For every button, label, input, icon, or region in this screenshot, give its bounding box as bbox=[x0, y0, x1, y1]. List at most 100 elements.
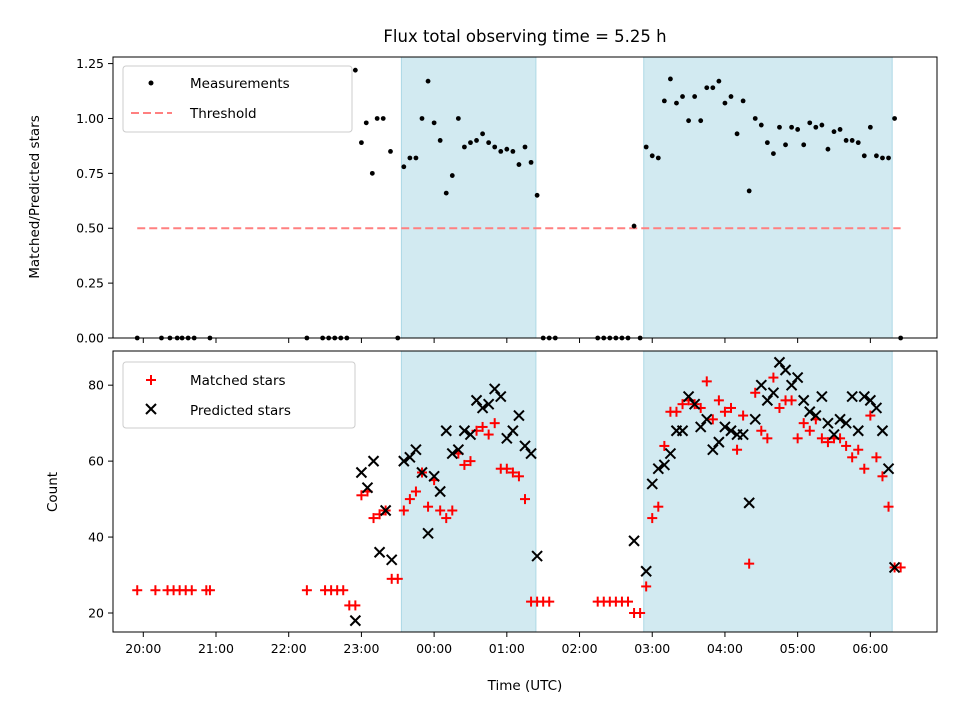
measurement-point bbox=[789, 124, 794, 130]
bot-x-tick-label: 22:00 bbox=[271, 641, 307, 656]
predicted-stars-point bbox=[410, 444, 422, 456]
legend-label-matched-stars: Matched stars bbox=[190, 373, 286, 389]
measurement-point bbox=[831, 129, 837, 135]
predicted-stars-point bbox=[440, 425, 452, 437]
predicted-stars-point bbox=[719, 421, 731, 433]
measurement-point bbox=[734, 131, 740, 137]
predicted-stars-point bbox=[834, 413, 846, 426]
legend-marker-matched-stars bbox=[146, 375, 156, 385]
predicted-stars-point bbox=[743, 497, 755, 509]
matched-stars-point bbox=[150, 585, 161, 596]
measurement-point bbox=[380, 116, 386, 121]
measurement-point bbox=[363, 120, 369, 126]
matched-stars-point bbox=[459, 459, 470, 470]
matched-stars-point bbox=[350, 600, 361, 611]
measurement-point bbox=[716, 78, 722, 84]
measurement-point bbox=[649, 153, 655, 159]
predicted-stars-point bbox=[385, 554, 398, 566]
matched-stars-point bbox=[744, 558, 755, 569]
matched-stars-point bbox=[483, 429, 494, 440]
measurement-point bbox=[431, 120, 437, 126]
measurement-point bbox=[825, 146, 831, 152]
measurement-point bbox=[795, 127, 801, 132]
matched-stars-point bbox=[738, 410, 749, 421]
matched-stars-point bbox=[726, 402, 736, 413]
predicted-stars-point bbox=[852, 425, 864, 437]
predicted-stars-point bbox=[688, 398, 701, 410]
matched-stars-point bbox=[768, 372, 779, 383]
predicted-stars-point bbox=[379, 504, 392, 517]
bot-x-tick-label: 04:00 bbox=[707, 641, 743, 656]
predicted-stars-point bbox=[519, 440, 531, 452]
predicted-stars-point bbox=[725, 425, 737, 437]
predicted-stars-point bbox=[822, 417, 834, 429]
measurement-point bbox=[413, 155, 419, 161]
legend-label-threshold: Threshold bbox=[189, 106, 257, 122]
matched-stars-point bbox=[338, 585, 349, 596]
legend-marker-predicted-stars bbox=[145, 403, 157, 415]
bot-x-tick-label: 01:00 bbox=[489, 641, 525, 656]
matched-stars-point bbox=[301, 585, 312, 596]
measurement-point bbox=[643, 144, 649, 150]
predicted-stars-point bbox=[531, 550, 543, 562]
bot-x-tick-label: 21:00 bbox=[198, 641, 234, 656]
predicted-stars-point bbox=[513, 409, 525, 422]
predicted-stars-point bbox=[373, 546, 386, 558]
matched-stars-point bbox=[435, 505, 446, 516]
matched-stars-point bbox=[798, 418, 809, 429]
measurement-point bbox=[504, 146, 510, 152]
bottom-legend-box bbox=[122, 361, 356, 429]
bot-x-tick-label: 06:00 bbox=[852, 641, 888, 656]
matched-stars-point bbox=[635, 608, 646, 619]
legend-label-predicted-stars: Predicted stars bbox=[190, 403, 291, 419]
matched-stars-point bbox=[762, 433, 773, 444]
measurement-point bbox=[746, 188, 752, 194]
measurement-point bbox=[861, 153, 867, 159]
measurement-point bbox=[374, 116, 380, 121]
bot-shaded-interval bbox=[400, 350, 537, 633]
matched-stars-point bbox=[398, 505, 409, 516]
measurement-point bbox=[710, 85, 716, 91]
measurement-point bbox=[516, 162, 522, 167]
predicted-stars-point bbox=[828, 428, 840, 441]
bottom-legend: Matched stars Predicted stars bbox=[122, 361, 356, 429]
measurement-point bbox=[886, 155, 891, 161]
predicted-stars-point bbox=[658, 459, 671, 471]
predicted-stars-point bbox=[416, 466, 428, 479]
predicted-stars-point bbox=[452, 444, 465, 456]
matched-stars-point bbox=[707, 414, 718, 425]
measurement-point bbox=[388, 148, 393, 154]
predicted-stars-point bbox=[694, 421, 707, 433]
matched-stars-point bbox=[750, 387, 761, 398]
bot-y-tick-label: 20 bbox=[88, 606, 104, 621]
measurement-point bbox=[480, 131, 485, 137]
measurement-point bbox=[419, 116, 425, 121]
matched-stars-point bbox=[859, 463, 870, 474]
measurement-point bbox=[522, 144, 528, 150]
matched-stars-point bbox=[423, 501, 434, 512]
measurement-point bbox=[892, 116, 897, 121]
top-y-tick-label: 0.00 bbox=[76, 331, 104, 346]
measurement-point bbox=[498, 148, 504, 154]
matched-stars-point bbox=[756, 425, 767, 436]
predicted-stars-point bbox=[361, 481, 374, 494]
top-panel: 0.00 0.25 0.50 0.75 1.00 1.25 Matched/Predict… bbox=[27, 56, 938, 346]
measurement-point bbox=[849, 138, 855, 143]
measurement-point bbox=[843, 138, 849, 143]
predicted-stars-point bbox=[676, 425, 689, 437]
predicted-stars-point bbox=[525, 447, 537, 460]
top-y-tick-label: 0.75 bbox=[76, 166, 104, 181]
measurement-point bbox=[728, 94, 734, 99]
bottom-axes-frame bbox=[112, 350, 938, 633]
predicted-stars-point bbox=[640, 565, 652, 577]
predicted-stars-point bbox=[422, 527, 434, 539]
measurement-point bbox=[680, 94, 685, 99]
predicted-stars-point bbox=[804, 406, 816, 418]
predicted-stars-point bbox=[707, 444, 719, 456]
measurement-point bbox=[837, 127, 843, 132]
measurement-point bbox=[722, 100, 728, 106]
matched-stars-point bbox=[865, 410, 876, 421]
matched-stars-point bbox=[653, 501, 664, 512]
legend-marker-measurements bbox=[148, 80, 154, 86]
matched-stars-point bbox=[659, 440, 670, 451]
